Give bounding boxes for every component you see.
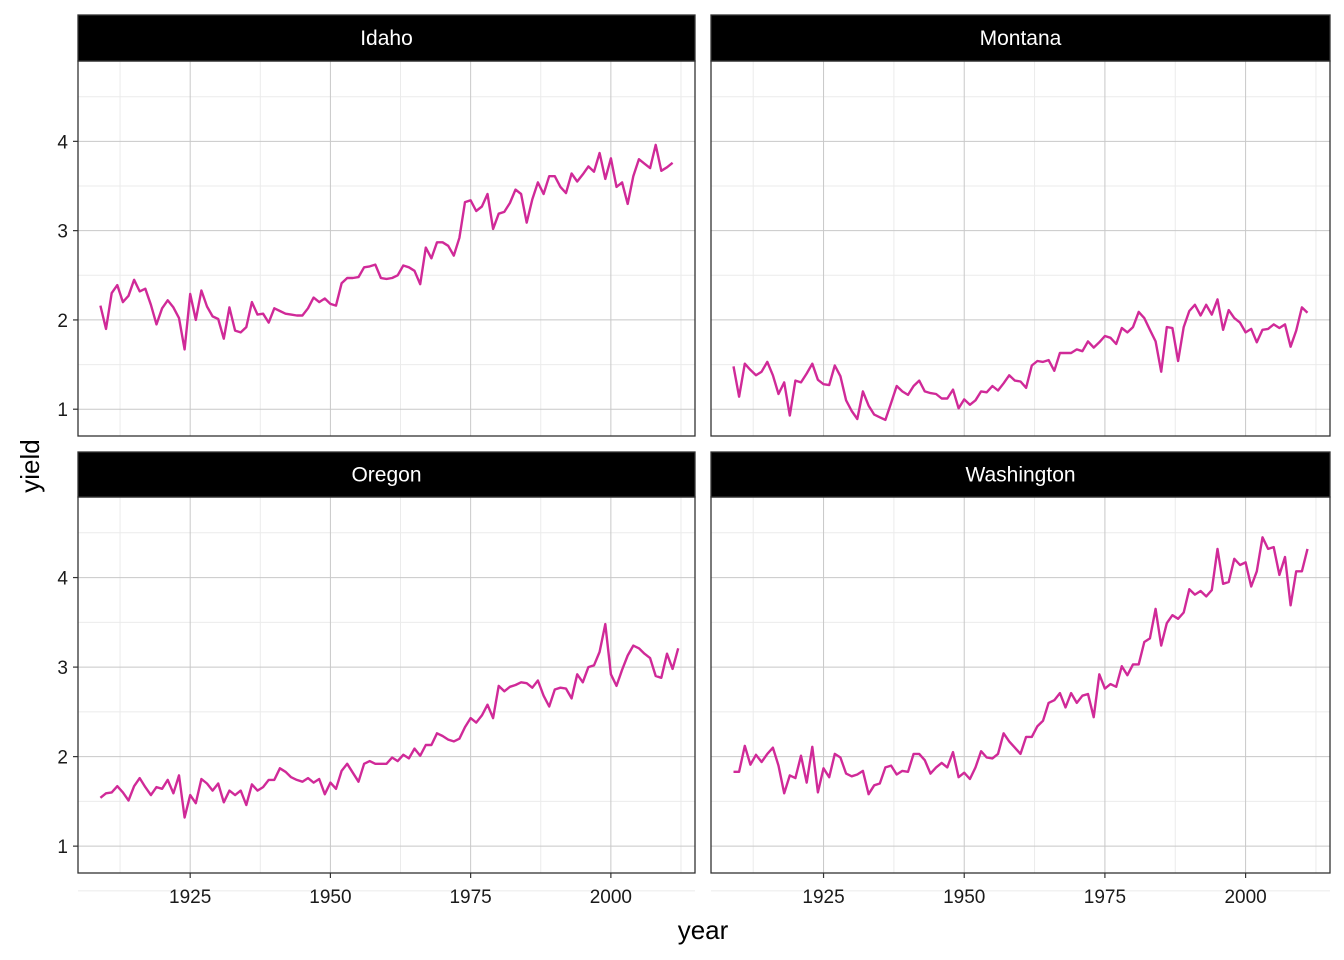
yield-line-montana <box>732 298 1309 422</box>
panel-border <box>77 60 696 437</box>
strip-background <box>77 14 696 62</box>
strip-label: Oregon <box>351 464 421 487</box>
y-tick-label: 3 <box>57 222 68 243</box>
y-axis-title: yield <box>15 439 45 492</box>
y-tick-label: 1 <box>57 837 68 858</box>
strip-label: Montana <box>980 27 1062 50</box>
x-tick-label: 1950 <box>309 887 351 908</box>
x-tick-label: 1975 <box>449 887 491 908</box>
x-tick-label: 1975 <box>1084 887 1126 908</box>
strip-background <box>710 451 1331 498</box>
x-tick-label: 1925 <box>169 887 211 908</box>
strip-background <box>77 451 696 498</box>
y-tick-label: 3 <box>57 658 68 679</box>
panel-oregon: Oregon 1 2 3 4 1925 1950 1975 2000 <box>57 451 696 908</box>
y-tick-label: 2 <box>57 748 68 769</box>
x-tick-label: 1950 <box>943 887 985 908</box>
strip-background <box>710 14 1331 62</box>
panel-washington: Washington 1925 1950 1975 2000 <box>710 451 1331 908</box>
panels-layer: Idaho 1 2 3 4 Montana Oregon 1 2 3 4 1925 1950 1975 20… <box>57 14 1331 908</box>
strip-label: Idaho <box>360 27 413 50</box>
panel-montana: Montana <box>710 14 1331 455</box>
yield-line-oregon <box>99 622 680 819</box>
x-tick-label: 1925 <box>802 887 844 908</box>
yield-line-washington <box>733 536 1309 796</box>
panel-border <box>77 496 696 874</box>
panel-idaho: Idaho 1 2 3 4 <box>57 14 696 455</box>
yield-line-idaho <box>99 143 674 351</box>
x-tick-label: 2000 <box>1224 887 1266 908</box>
x-tick-label: 2000 <box>590 887 632 908</box>
y-tick-label: 2 <box>57 311 68 332</box>
y-tick-label: 4 <box>57 569 68 590</box>
panel-border <box>710 496 1331 874</box>
y-tick-label: 1 <box>57 400 68 421</box>
strip-label: Washington <box>965 464 1075 487</box>
y-tick-label: 4 <box>57 132 68 153</box>
x-axis-title: year <box>678 915 729 945</box>
